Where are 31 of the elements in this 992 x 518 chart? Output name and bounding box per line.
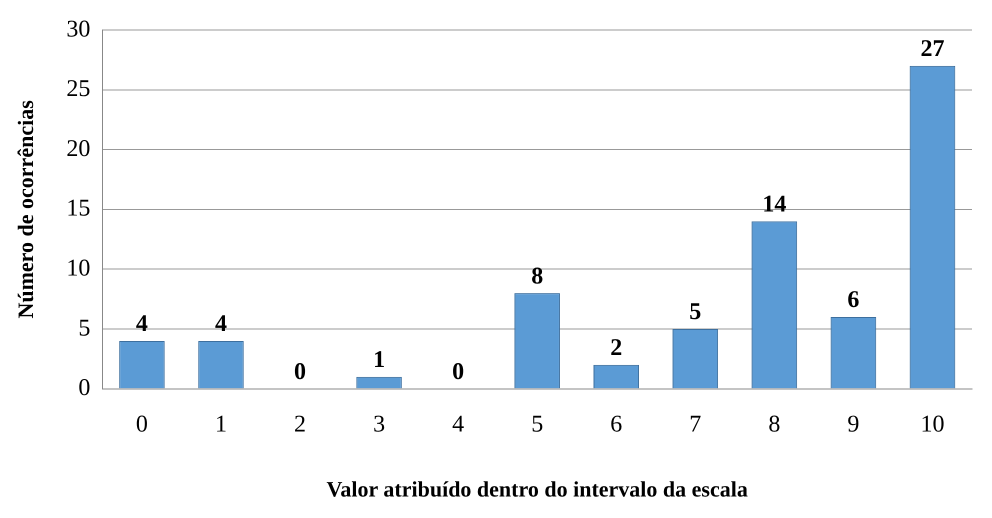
data-label: 14: [762, 192, 786, 218]
x-tick-label: 2: [294, 411, 306, 438]
y-axis-title: Número de ocorrências: [12, 100, 38, 319]
data-label: 4: [214, 311, 227, 338]
y-tick-label: 5: [78, 315, 90, 342]
y-tick-label: 0: [78, 375, 90, 402]
y-tick-label: 10: [66, 255, 90, 282]
x-tick-label: 0: [136, 411, 148, 438]
x-tick-label: 5: [531, 411, 544, 438]
data-label: 6: [847, 287, 860, 314]
y-tick-label: 25: [66, 76, 90, 102]
x-tick-label: 7: [689, 411, 702, 438]
data-label: 8: [531, 263, 544, 290]
data-label: 27: [920, 36, 944, 62]
x-tick-label: 4: [452, 411, 464, 438]
y-tick-label: 20: [66, 136, 90, 162]
x-tick-label: 9: [847, 411, 860, 438]
data-label: 4: [136, 311, 148, 338]
data-label: 0: [452, 359, 464, 386]
data-label: 5: [689, 299, 702, 326]
data-label: 0: [294, 359, 306, 386]
y-tick-label: 30: [66, 16, 90, 42]
x-tick-label: 10: [920, 411, 944, 438]
x-tick-label: 3: [373, 411, 386, 438]
x-tick-label: 6: [610, 411, 622, 438]
y-tick-label: 15: [66, 196, 90, 222]
data-label: 2: [610, 335, 622, 362]
x-axis-title: Valor atribuído dentro do intervalo da escala: [326, 476, 748, 502]
x-tick-label: 1: [214, 411, 227, 438]
data-label: 1: [373, 347, 386, 374]
x-tick-label: 8: [768, 411, 780, 438]
